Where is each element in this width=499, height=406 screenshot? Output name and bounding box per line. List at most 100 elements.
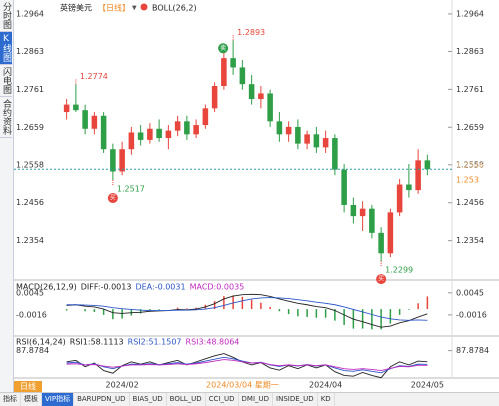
candle-body <box>239 67 246 85</box>
panel-header: RSI2:51.1507 <box>128 338 182 347</box>
candle-body <box>211 86 218 109</box>
signal-label: 买 <box>110 194 116 202</box>
indicator-tab[interactable]: DMI_UD <box>239 393 274 406</box>
candle-body <box>137 132 144 140</box>
indicator-tab[interactable]: 指标 <box>0 393 21 406</box>
panel-header: RSI3:48.8064 <box>186 338 240 347</box>
candle-body <box>91 115 98 129</box>
candle-body <box>276 121 283 135</box>
chart-title: 英镑美元 <box>60 3 92 13</box>
side-tab[interactable]: 分时图 <box>0 0 12 32</box>
candle-body <box>304 134 310 144</box>
indicator-tab[interactable]: BOLL_UD <box>167 393 206 406</box>
rsi-tick-label-right: 87.8784 <box>456 346 489 355</box>
y-tick-label-right: 1.2863 <box>456 47 484 56</box>
dropdown[interactable]: ▼ <box>132 5 137 12</box>
side-tab[interactable]: K线图 <box>0 32 12 65</box>
indicator-tab[interactable]: BARUPDN_UD <box>74 393 130 406</box>
macd-tick-label: -0.0016 <box>16 310 47 319</box>
candle-body <box>174 121 181 131</box>
y-tick-label: 1.2456 <box>16 198 44 207</box>
rsi-line <box>66 353 428 379</box>
candle-body <box>73 104 79 111</box>
price-label: 1.2546 <box>456 161 484 170</box>
y-tick-label-right: 1.2354 <box>456 236 484 245</box>
candle-body <box>128 132 135 150</box>
candle-body <box>341 169 347 205</box>
x-tick-label: 2024/02 <box>106 381 139 390</box>
indicator-tab[interactable]: 模板 <box>21 393 42 406</box>
panel-header: MACD(26,12,9) <box>16 283 77 292</box>
extreme-label: 1.2774 <box>80 72 108 81</box>
bottom-bar: 指标 模板 VIP指标 BARUPDN_UD BIAS_UD BOLL_UD CCI_UD D… <box>0 392 499 406</box>
extreme-label: 1.2893 <box>237 28 265 37</box>
candle-body <box>424 160 431 170</box>
candle-body <box>267 93 273 122</box>
side-tab[interactable]: 闪电图 <box>0 65 12 97</box>
candle-body <box>248 84 255 100</box>
dea-line <box>66 297 428 321</box>
candle-body <box>82 110 88 129</box>
signal-marker <box>218 43 229 54</box>
y-tick-label: 1.2558 <box>16 160 44 169</box>
period-button[interactable]: 日线 <box>14 381 42 392</box>
candle-body <box>165 130 172 139</box>
y-tick-label: 1.2761 <box>16 85 44 94</box>
candle-body <box>295 126 301 144</box>
signal-marker <box>376 274 387 285</box>
candle-body <box>184 121 190 135</box>
y-tick-label-right: 1.2659 <box>456 123 484 132</box>
period: 【日线】 <box>98 3 130 13</box>
candle-body <box>147 128 153 140</box>
y-tick-label-right: 1.2964 <box>456 9 484 18</box>
panel-header: DEA:-0.0031 <box>135 283 185 292</box>
signal-label: 卖 <box>220 45 226 52</box>
candle-body <box>350 204 357 217</box>
panel-header: MACD:0.0035 <box>190 283 245 292</box>
chart: 英镑美元 【日线】 ▼ BOLL(26,2) 1.2964 1.2964 1.286… <box>14 0 499 390</box>
y-tick-label: 1.2659 <box>16 123 44 132</box>
panel-header: RSI(6,14,24) <box>16 338 66 347</box>
y-tick-label-right: 1.2456 <box>456 198 484 207</box>
candle-body <box>332 138 338 170</box>
indicator-tab[interactable]: CCI_UD <box>206 393 239 406</box>
rsi-line <box>66 359 428 372</box>
candle-body <box>119 149 125 172</box>
candle-body <box>406 184 412 191</box>
panel-header: RSI1:58.1113 <box>70 338 124 347</box>
candle-body <box>359 208 366 217</box>
candle-body <box>313 134 320 148</box>
candle-body <box>258 93 264 100</box>
indicator-tab[interactable]: VIP指标 <box>42 393 75 406</box>
indicator-tab[interactable]: INSIDE_UD <box>273 393 318 406</box>
candle-body <box>285 126 292 135</box>
candle-body <box>193 125 199 135</box>
signal-label: 买 <box>378 275 384 283</box>
candle-body <box>378 232 384 254</box>
macd-tick-label-right: 0.0045 <box>456 288 484 297</box>
candle-body <box>322 138 329 148</box>
candle-body <box>100 115 107 150</box>
candle-body <box>156 128 162 139</box>
panel-header: DIFF:-0.0013 <box>81 283 132 292</box>
y-tick-label: 1.2964 <box>16 9 44 18</box>
candle-body <box>230 58 236 68</box>
y-tick-label-right: 1.2558 <box>456 160 484 169</box>
indicator-tab[interactable]: KD <box>318 393 335 406</box>
extreme-label: 1.2517 <box>117 185 145 194</box>
candle-body <box>63 104 70 113</box>
price-label: 1.253 <box>456 176 479 185</box>
indicator-icon <box>140 3 148 11</box>
macd-tick-label: 0.0045 <box>16 288 44 297</box>
side-tab[interactable]: 合约资料 <box>0 97 12 138</box>
rsi-tick-label: 87.8784 <box>16 346 49 355</box>
rsi-line <box>66 356 428 374</box>
sidebar: 分时图 K线图 闪电图 合约资料 <box>0 0 14 392</box>
candle-body <box>415 160 421 191</box>
macd-tick-label-right: -0.0016 <box>456 310 487 319</box>
indicator-tab[interactable]: BIAS_UD <box>130 393 167 406</box>
x-tick-label: 2024/04 <box>309 381 342 390</box>
x-tick-label: 2024/03/04 星期一 <box>206 381 279 390</box>
indicator: BOLL(26,2) <box>152 4 197 13</box>
